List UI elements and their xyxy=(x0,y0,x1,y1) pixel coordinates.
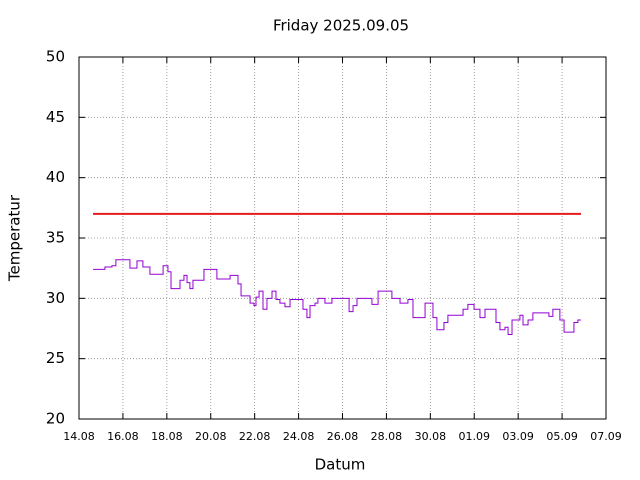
chart-title: Friday 2025.09.05 xyxy=(273,17,409,35)
x-tick-label: 18.08 xyxy=(151,430,183,443)
y-tick-label: 45 xyxy=(46,108,65,126)
x-tick-label: 05.09 xyxy=(546,430,578,443)
y-axis-label: Temperatur xyxy=(6,194,24,282)
x-tick-label: 26.08 xyxy=(327,430,359,443)
x-tick-label: 03.09 xyxy=(502,430,534,443)
y-tick-label: 30 xyxy=(46,289,65,307)
x-tick-label: 24.08 xyxy=(283,430,315,443)
y-tick-label: 35 xyxy=(46,229,65,247)
x-axis-label: Datum xyxy=(315,456,366,474)
x-tick-label: 01.09 xyxy=(459,430,491,443)
x-tick-label: 14.08 xyxy=(63,430,95,443)
x-tick-label: 28.08 xyxy=(371,430,403,443)
x-tick-label: 07.09 xyxy=(590,430,622,443)
data-line xyxy=(93,259,581,336)
x-tick-label: 16.08 xyxy=(107,430,139,443)
y-tick-label: 40 xyxy=(46,168,65,186)
plot-frame xyxy=(78,56,607,420)
y-tick-label: 20 xyxy=(46,410,65,428)
y-tick-label: 25 xyxy=(46,349,65,367)
x-tick-label: 22.08 xyxy=(239,430,271,443)
x-tick-label: 20.08 xyxy=(195,430,227,443)
x-tick-label: 30.08 xyxy=(415,430,447,443)
y-tick-label: 50 xyxy=(46,48,65,66)
